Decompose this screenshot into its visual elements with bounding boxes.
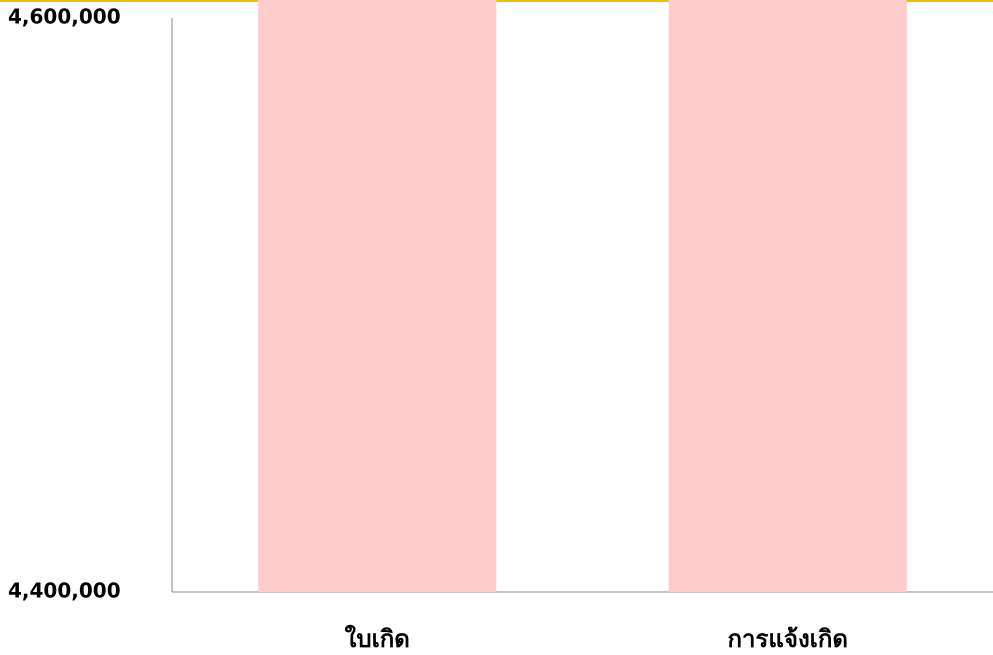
y-tick-label: 4,400,000 [8,579,121,603]
bar-segment [668,0,907,592]
bar-segment [258,0,497,592]
y-tick-label: 4,600,000 [8,5,121,29]
x-tick-label: ใบเกิด [345,624,410,653]
x-tick-label: การแจ้งเกิด [728,625,848,653]
